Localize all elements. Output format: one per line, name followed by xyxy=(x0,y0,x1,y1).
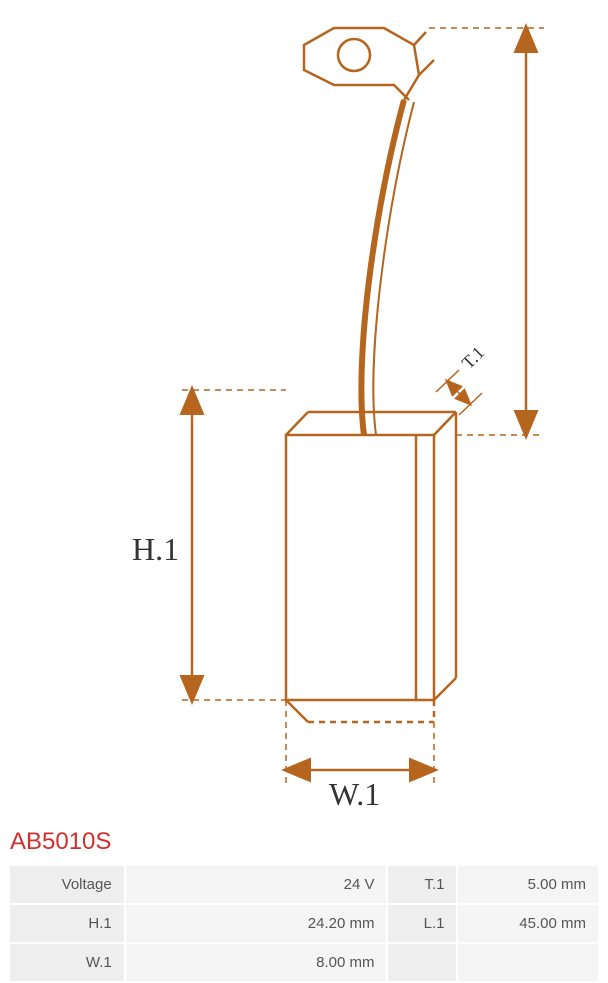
spec-label: H.1 xyxy=(10,905,124,942)
spec-value: 24.20 mm xyxy=(126,905,387,942)
spec-label xyxy=(388,944,456,981)
brush-diagram: L.1 T.1 H.1 W.1 xyxy=(64,10,544,810)
label-T1: T.1 xyxy=(458,342,489,373)
label-W1: W.1 xyxy=(329,776,380,810)
spec-label: L.1 xyxy=(388,905,456,942)
table-row: Voltage 24 V T.1 5.00 mm xyxy=(10,866,598,903)
table-row: H.1 24.20 mm L.1 45.00 mm xyxy=(10,905,598,942)
table-row: W.1 8.00 mm xyxy=(10,944,598,981)
spec-value xyxy=(458,944,598,981)
spec-label: T.1 xyxy=(388,866,456,903)
diagram-container: L.1 T.1 H.1 W.1 xyxy=(0,0,608,820)
spec-value: 45.00 mm xyxy=(458,905,598,942)
spec-label: W.1 xyxy=(10,944,124,981)
spec-value: 5.00 mm xyxy=(458,866,598,903)
label-H1: H.1 xyxy=(132,531,179,567)
spec-value: 8.00 mm xyxy=(126,944,387,981)
spec-value: 24 V xyxy=(126,866,387,903)
product-title: AB5010S xyxy=(0,820,608,864)
spec-table: Voltage 24 V T.1 5.00 mm H.1 24.20 mm L.… xyxy=(0,864,608,983)
spec-label: Voltage xyxy=(10,866,124,903)
